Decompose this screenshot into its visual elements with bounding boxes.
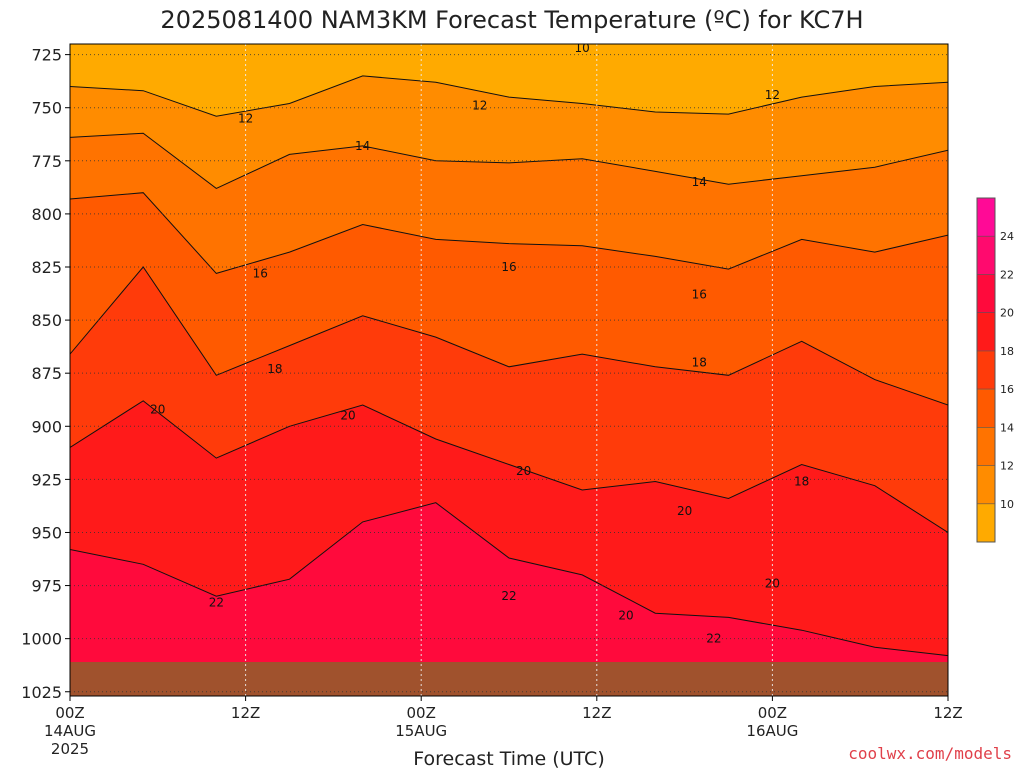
x-year-label: 2025 [51, 740, 89, 758]
credit-text: coolwx.com/models [848, 744, 1012, 763]
isotherm-22 [70, 502, 948, 657]
contour-label: 22 [209, 596, 224, 610]
colorbar-tick-label: 22 [1000, 268, 1014, 281]
y-tick-label: 750 [31, 99, 62, 118]
colorbar-swatch [977, 312, 995, 351]
contour-label: 18 [794, 474, 809, 488]
y-tick-label: 800 [31, 205, 62, 224]
colorbar-tick-label: 12 [1000, 460, 1014, 473]
y-tick-label: 1000 [21, 630, 62, 649]
isotherm-18 [70, 266, 948, 406]
contour-label: 14 [692, 175, 707, 189]
contour-label: 20 [618, 608, 633, 622]
colorbar-swatch [977, 427, 995, 466]
y-tick-label: 775 [31, 152, 62, 171]
x-date-label: 15AUG [395, 722, 447, 740]
x-tick-label: 00Z [407, 704, 436, 722]
ground-surface [70, 662, 948, 696]
colorbar-tick-label: 16 [1000, 383, 1014, 396]
colorbar-swatch [977, 236, 995, 275]
contour-label: 18 [692, 356, 707, 370]
contour-label: 12 [472, 99, 487, 113]
x-axis-label: Forecast Time (UTC) [413, 748, 604, 768]
x-tick-label: 12Z [582, 704, 611, 722]
contour-label: 22 [501, 589, 516, 603]
x-tick-label: 12Z [933, 704, 962, 722]
y-axis: 725 750 775 800 825 850 875 900 925 950 975 1000 102… [21, 46, 70, 702]
grid-lines [70, 44, 948, 696]
y-tick-label: 725 [31, 46, 62, 65]
x-tick-label: 00Z [758, 704, 787, 722]
contour-label: 22 [706, 632, 721, 646]
isotherm-12 [70, 75, 948, 117]
chart-title: 2025081400 NAM3KM Forecast Temperature (… [160, 6, 863, 34]
colorbar-swatch [977, 274, 995, 313]
y-tick-label: 1025 [21, 683, 62, 702]
colorbar-tick-label: 24 [1000, 230, 1014, 243]
contour-label: 10 [575, 41, 590, 55]
plot-frame [69, 43, 949, 697]
colorbar-swatch [977, 389, 995, 428]
colorbar-swatch [977, 350, 995, 390]
y-tick-label: 825 [31, 258, 62, 277]
y-tick-label: 925 [31, 470, 62, 489]
x-date-label: 16AUG [746, 722, 798, 740]
colorbar-tick-label: 14 [1000, 421, 1014, 434]
x-tick-label: 00Z [55, 704, 84, 722]
contour-label: 20 [765, 576, 780, 590]
colorbar-tick-label: 20 [1000, 307, 1014, 320]
colorbar: 10 12 14 16 18 20 22 24 [976, 197, 1014, 543]
y-tick-label: 975 [31, 577, 62, 596]
contour-label: 20 [150, 402, 165, 416]
contour-label: 18 [267, 362, 282, 376]
contour-label: 20 [677, 504, 692, 518]
x-date-label: 14AUG [44, 722, 96, 740]
isotherm-14 [70, 132, 948, 189]
contour-label: 12 [238, 111, 253, 125]
y-tick-label: 900 [31, 417, 62, 436]
y-tick-label: 850 [31, 311, 62, 330]
temp-band-22 [70, 502, 948, 696]
contour-label: 16 [253, 266, 268, 280]
colorbar-frame [976, 197, 996, 543]
contour-label: 20 [340, 409, 355, 423]
colorbar-swatch [977, 465, 995, 504]
y-tick-label: 950 [31, 523, 62, 542]
contour-label: 16 [501, 260, 516, 274]
colorbar-tick-label: 10 [1000, 498, 1014, 511]
colorbar-tick-label: 18 [1000, 345, 1014, 358]
contour-label: 14 [355, 139, 370, 153]
isotherm-16 [70, 192, 948, 274]
contour-label: 16 [692, 288, 707, 302]
y-tick-label: 875 [31, 364, 62, 383]
colorbar-swatch [977, 198, 995, 237]
x-tick-label: 12Z [231, 704, 260, 722]
contour-label: 20 [516, 464, 531, 478]
isotherm-20 [70, 400, 948, 533]
colorbar-swatch [977, 503, 995, 542]
